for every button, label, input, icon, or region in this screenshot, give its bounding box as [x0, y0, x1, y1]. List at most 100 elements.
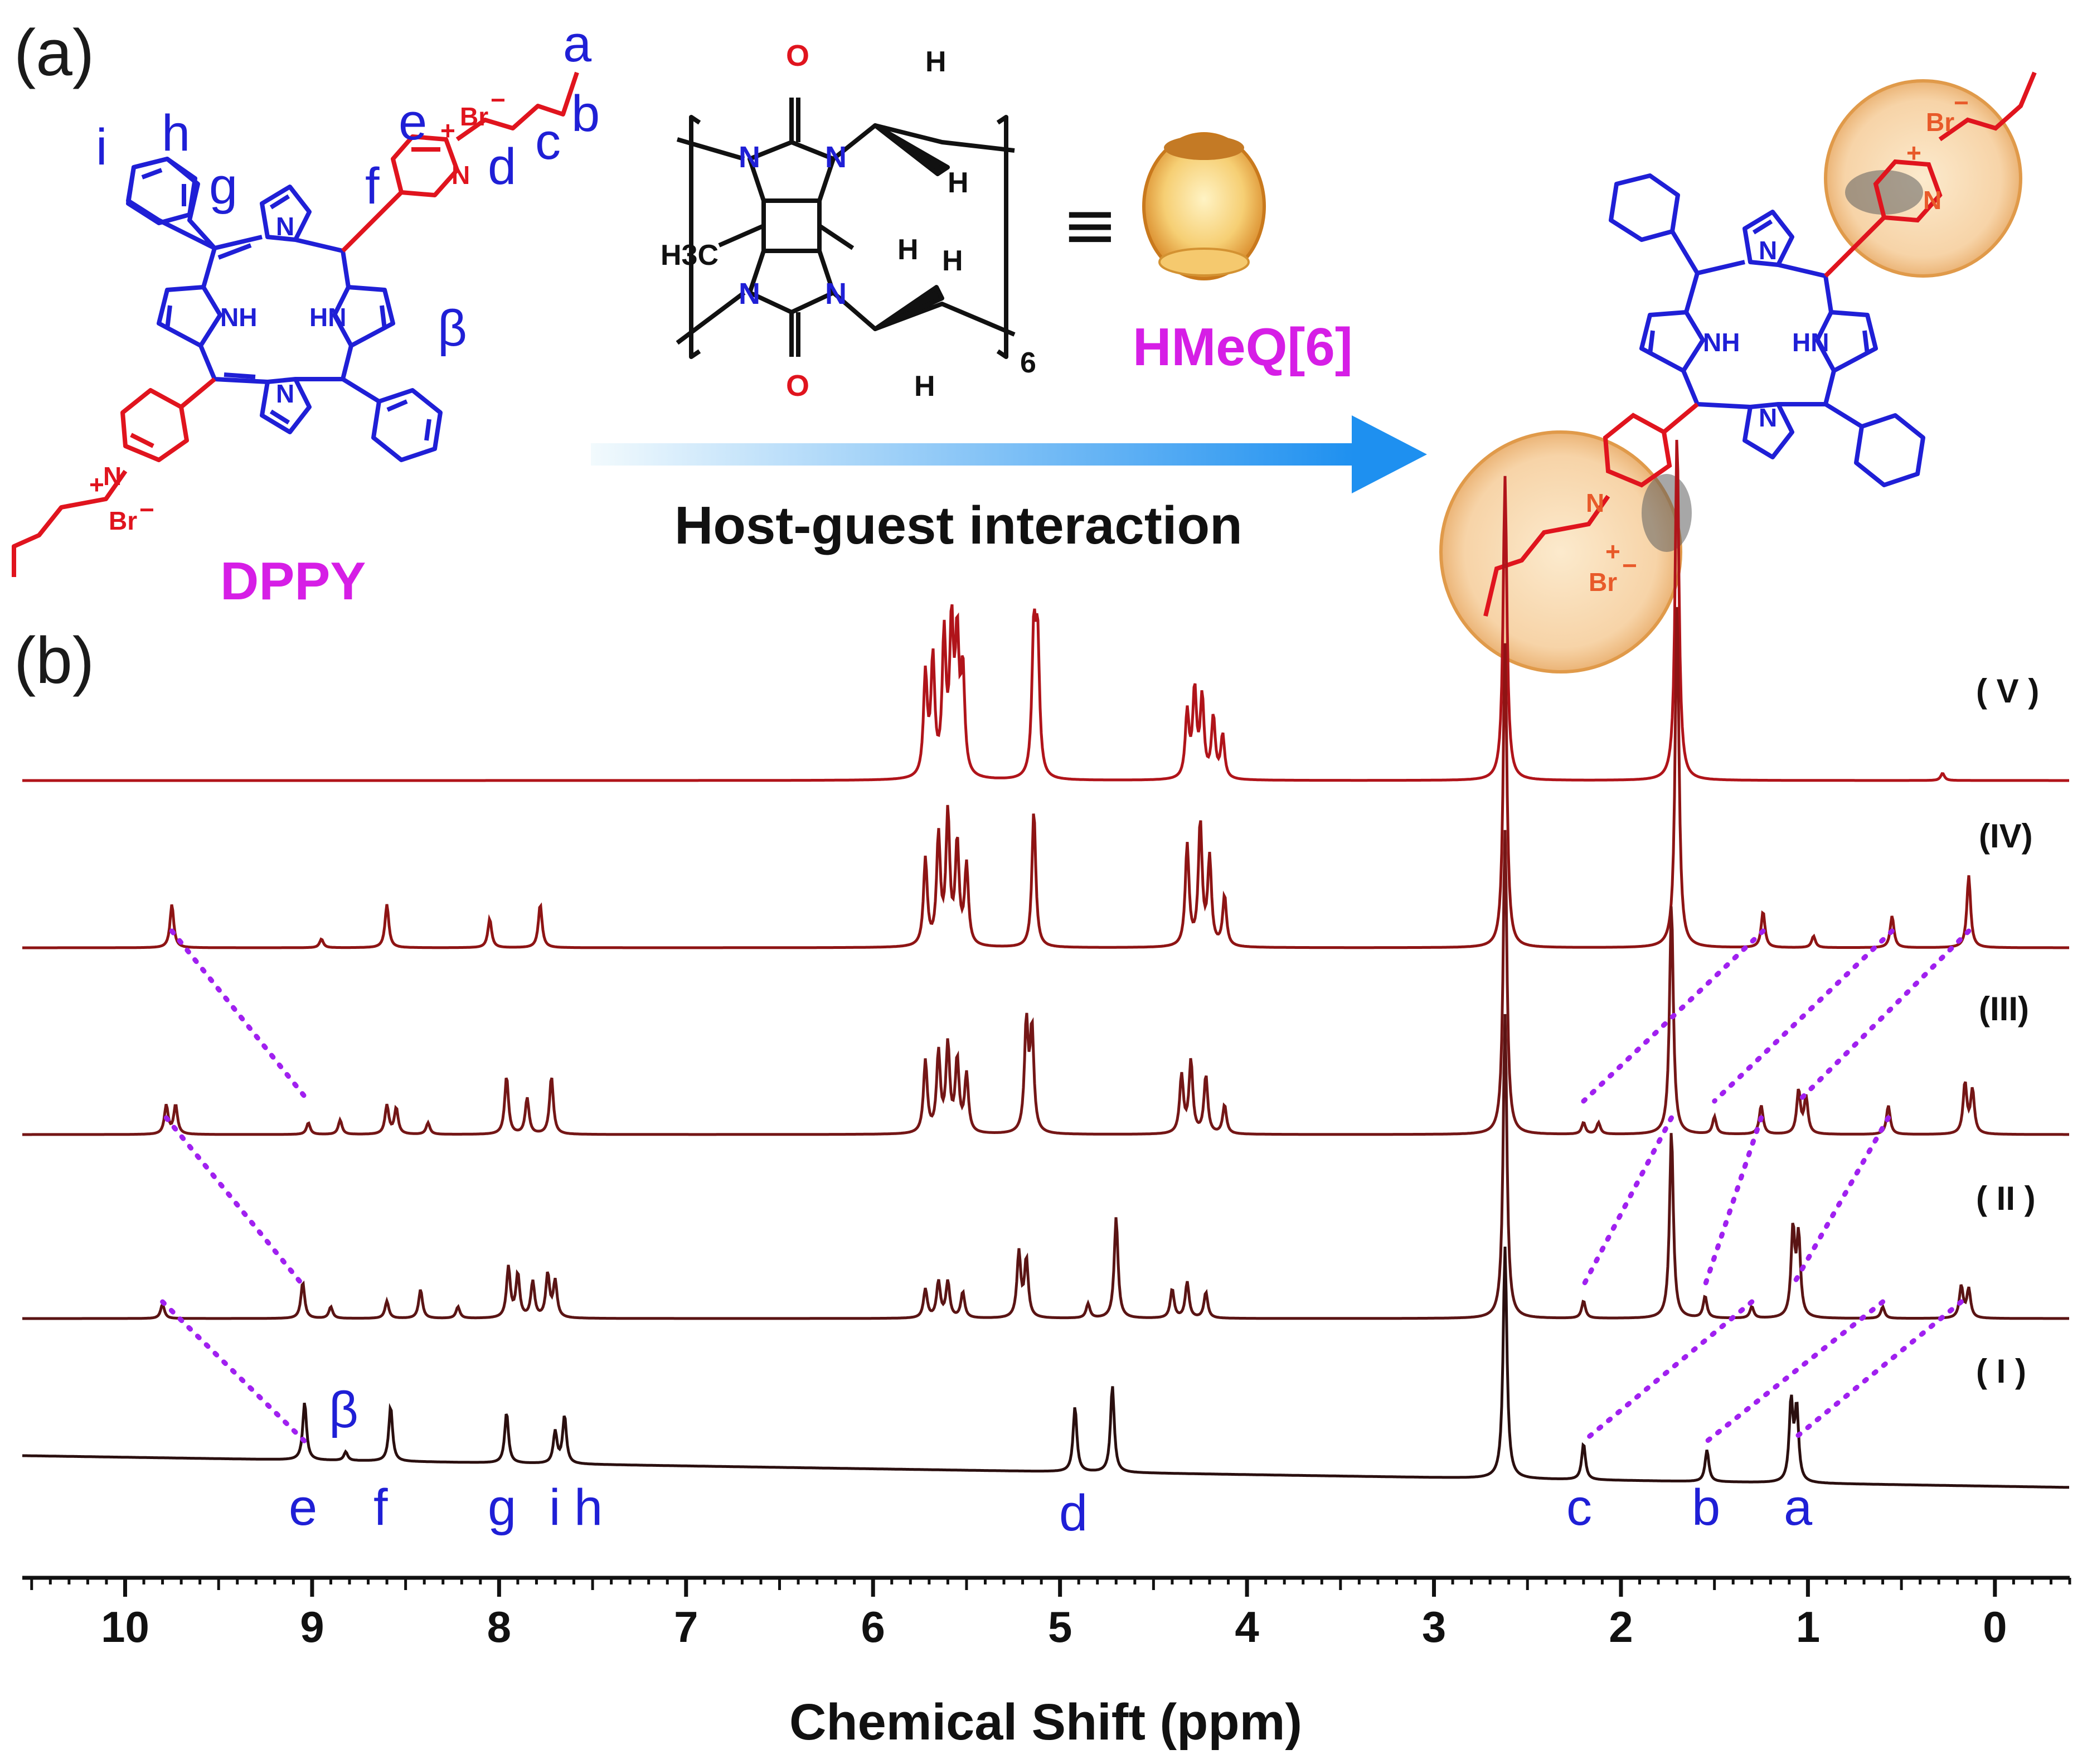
proton-label-h: h [162, 105, 190, 162]
complex-atom-labels: N N NH HN N + Br − N + Br − [1586, 88, 1969, 597]
shift-correlation-line-8 [1790, 1115, 1891, 1288]
proton-label-i: i [96, 119, 107, 176]
atom-N-bottom: N [276, 379, 294, 408]
host-name: HMeQ[6] [1133, 317, 1353, 377]
proton-label-f: f [365, 158, 380, 215]
trace-label-I: ( I ) [1976, 1353, 2026, 1390]
shift-correlation-line-10 [1704, 1299, 1886, 1444]
proton-label-c: c [535, 113, 561, 170]
complex-HN: HN [1792, 328, 1829, 357]
trace-I [22, 1247, 2069, 1489]
shift-correlation-lines [160, 928, 1972, 1444]
shift-correlation-line-2 [160, 1299, 307, 1444]
shift-correlation-line-1 [163, 1115, 305, 1288]
atom-Nplus-right: N [452, 161, 470, 190]
dppy-atom-labels: N N NH HN N + Br − N + Br − [89, 85, 506, 535]
atom-H-1: H [925, 46, 947, 78]
atom-O-top: O [786, 39, 809, 72]
dppy-proton-labels: a b c d e f g h i β [96, 16, 600, 357]
atom-O-bottom: O [786, 369, 809, 403]
atom-Br-right: Br [460, 102, 488, 131]
x-tick-label: 9 [300, 1602, 324, 1651]
peak-label-i: i [549, 1479, 560, 1536]
complex-red-bonds [1483, 71, 2037, 617]
x-axis-title: Chemical Shift (ppm) [789, 1694, 1302, 1751]
trace-label-III: (III) [1979, 990, 2029, 1028]
trace-IV [22, 607, 2069, 949]
atom-H3C: H3C [661, 239, 719, 272]
shift-correlation-line-11 [1788, 1299, 1964, 1444]
nmr-spectra [22, 439, 2069, 1489]
x-tick-label: 4 [1235, 1602, 1259, 1651]
shift-correlation-line-3 [1581, 928, 1766, 1104]
complex-minus-left: − [1622, 551, 1637, 580]
complex-Nplus-right: N [1923, 186, 1941, 215]
trace-III [22, 830, 2069, 1136]
trace-label-V: ( V ) [1976, 672, 2039, 710]
trace-label-II: ( II ) [1976, 1180, 2036, 1217]
atom-Nplus-left: N [103, 462, 122, 491]
repeat-subscript: 6 [1020, 347, 1036, 379]
complex-minus-right: − [1954, 88, 1969, 117]
atom-H-4: H [942, 245, 963, 277]
hmeq6-cartoon [1142, 132, 1266, 280]
trace-label-IV: (IV) [1979, 817, 2033, 855]
complex-Nplus-left: N [1586, 488, 1604, 517]
x-tick-label: 0 [1983, 1602, 2007, 1651]
trace-labels: ( V ) (IV) (III) ( II ) ( I ) [1976, 672, 2039, 1390]
trace-V [22, 439, 2069, 782]
complex-cavities [1439, 79, 2022, 673]
shift-correlation-line-9 [1581, 1299, 1755, 1444]
peak-label-a: a [1784, 1479, 1813, 1536]
proton-label-a: a [563, 16, 592, 72]
complex-plus-right: + [1906, 138, 1921, 167]
complex-Br-left: Br [1589, 568, 1617, 597]
atom-minus-right: − [491, 85, 506, 114]
host-guest-arrow [591, 415, 1427, 493]
atom-Br-left: Br [109, 506, 137, 535]
complex-N-bottom: N [1759, 403, 1777, 432]
x-tick-label: 8 [487, 1602, 511, 1651]
dppy-structure [12, 71, 579, 577]
atom-minus-left: − [139, 495, 154, 524]
peak-label-b: b [1692, 1479, 1720, 1536]
x-tick-label: 7 [674, 1602, 698, 1651]
x-tick-label: 2 [1609, 1602, 1633, 1651]
trace-II [22, 1014, 2069, 1320]
x-tick-label: 6 [861, 1602, 885, 1651]
shift-correlation-line-7 [1702, 1115, 1764, 1288]
guest-name: DPPY [220, 551, 366, 611]
hmeq6-structure [676, 98, 1016, 359]
panel-label-b: (b) [14, 624, 94, 697]
shift-correlation-line-5 [1796, 928, 1972, 1104]
x-tick-label: 1 [1796, 1602, 1820, 1651]
proton-label-beta: β [438, 300, 467, 357]
atom-plus-right: + [440, 116, 455, 145]
complex-NH: NH [1703, 328, 1740, 357]
atom-N-q3: N [739, 277, 760, 311]
x-axis: 10 9 8 7 6 5 4 3 2 1 0 [22, 1576, 2071, 1651]
x-tick-label: 10 [101, 1602, 149, 1651]
proton-label-g: g [209, 158, 237, 215]
proton-label-e: e [399, 94, 427, 151]
proton-label-b: b [571, 85, 600, 142]
peak-label-h: h [574, 1479, 603, 1536]
peak-label-d: d [1059, 1485, 1088, 1542]
atom-H-2: H [948, 167, 969, 199]
atom-H-5: H [914, 370, 935, 403]
peak-label-g: g [488, 1479, 516, 1536]
shift-correlation-line-0 [169, 928, 311, 1104]
x-tick-label: 5 [1048, 1602, 1072, 1651]
peak-label-e: e [289, 1479, 317, 1536]
atom-NH: NH [220, 303, 257, 332]
shift-correlation-line-4 [1712, 928, 1895, 1104]
shift-correlation-line-6 [1581, 1115, 1674, 1288]
complex-Br-right: Br [1926, 108, 1954, 137]
atom-N-q2: N [825, 140, 847, 174]
arrow-label: Host-guest interaction [674, 496, 1242, 555]
atom-HN: HN [309, 303, 346, 332]
atom-plus-left: + [89, 470, 104, 499]
peak-label-beta: β [329, 1382, 358, 1438]
atom-N-q1: N [739, 140, 760, 174]
atom-N-q4: N [825, 277, 847, 311]
